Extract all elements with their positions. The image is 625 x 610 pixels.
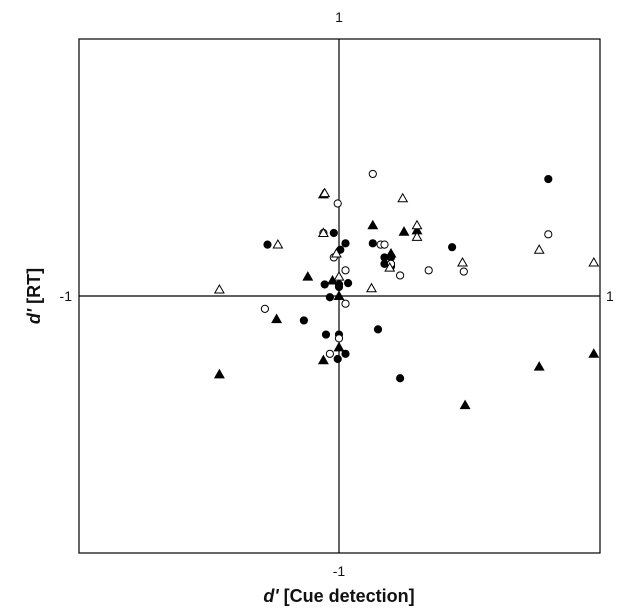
filled-circle-point bbox=[368, 239, 377, 248]
filled-triangle-point bbox=[333, 341, 345, 352]
open-triangle-point bbox=[397, 192, 409, 203]
filled-circle-point bbox=[341, 349, 350, 358]
tick-label-left: -1 bbox=[60, 288, 73, 304]
filled-circle-point bbox=[344, 279, 353, 288]
filled-triangle-point bbox=[459, 399, 471, 410]
open-triangle-point bbox=[272, 238, 284, 249]
open-triangle-point bbox=[384, 262, 396, 272]
open-circle-point bbox=[260, 304, 269, 313]
x-axis-title-symbol: d' bbox=[263, 586, 279, 606]
open-triangle-point bbox=[411, 219, 423, 230]
open-circle-point bbox=[544, 230, 553, 239]
x-axis-title: d' [Cue detection] bbox=[263, 586, 414, 606]
open-circle-point bbox=[424, 266, 433, 275]
open-circle-point bbox=[325, 349, 334, 358]
filled-circle-point bbox=[341, 239, 350, 248]
tick-label-bottom: -1 bbox=[333, 563, 346, 579]
tick-label-top: 1 bbox=[335, 9, 343, 25]
open-circle-point bbox=[341, 299, 350, 308]
filled-circle-point bbox=[325, 293, 334, 302]
y-axis-title-symbol: d' bbox=[24, 308, 44, 324]
filled-triangle-point bbox=[385, 247, 397, 258]
tick-label-right: 1 bbox=[606, 288, 614, 304]
open-triangle-point bbox=[213, 283, 225, 294]
filled-circle-point bbox=[396, 374, 405, 383]
filled-triangle-point bbox=[588, 348, 600, 358]
filled-triangle-point bbox=[302, 271, 314, 281]
filled-triangle-point bbox=[533, 361, 545, 371]
filled-triangle-point bbox=[213, 368, 225, 379]
filled-circle-point bbox=[373, 325, 383, 334]
open-circle-point bbox=[380, 240, 389, 249]
x-axis-title-text: [Cue detection] bbox=[279, 586, 415, 606]
filled-circle-point bbox=[333, 354, 342, 364]
open-triangle-point bbox=[457, 256, 468, 267]
data-markers bbox=[213, 169, 600, 410]
filled-triangle-point bbox=[271, 313, 283, 324]
open-triangle-point bbox=[333, 271, 345, 281]
open-triangle-point bbox=[319, 187, 331, 198]
filled-triangle-point bbox=[367, 219, 379, 230]
y-axis-title: d' [RT] bbox=[24, 268, 44, 324]
filled-circle-point bbox=[448, 243, 457, 252]
filled-circle-point bbox=[299, 316, 308, 325]
open-circle-point bbox=[333, 199, 342, 208]
filled-triangle-point bbox=[333, 290, 345, 300]
open-triangle-point bbox=[588, 256, 600, 267]
filled-circle-point bbox=[263, 240, 272, 249]
filled-circle-point bbox=[329, 228, 338, 238]
open-circle-point bbox=[341, 266, 350, 275]
open-triangle-point bbox=[330, 247, 342, 258]
open-triangle-point bbox=[411, 231, 423, 241]
open-circle-point bbox=[368, 169, 377, 179]
open-triangle-point bbox=[317, 227, 329, 237]
filled-triangle-point bbox=[398, 226, 410, 236]
filled-circle-point bbox=[544, 174, 553, 184]
filled-circle-point bbox=[321, 330, 331, 339]
open-circle-point bbox=[459, 267, 468, 276]
open-circle-point bbox=[396, 271, 405, 280]
open-triangle-point bbox=[366, 282, 377, 293]
filled-triangle-point bbox=[317, 354, 329, 365]
open-triangle-point bbox=[533, 244, 545, 254]
y-axis-title-text: [RT] bbox=[24, 268, 44, 309]
open-circle-point bbox=[334, 334, 344, 343]
